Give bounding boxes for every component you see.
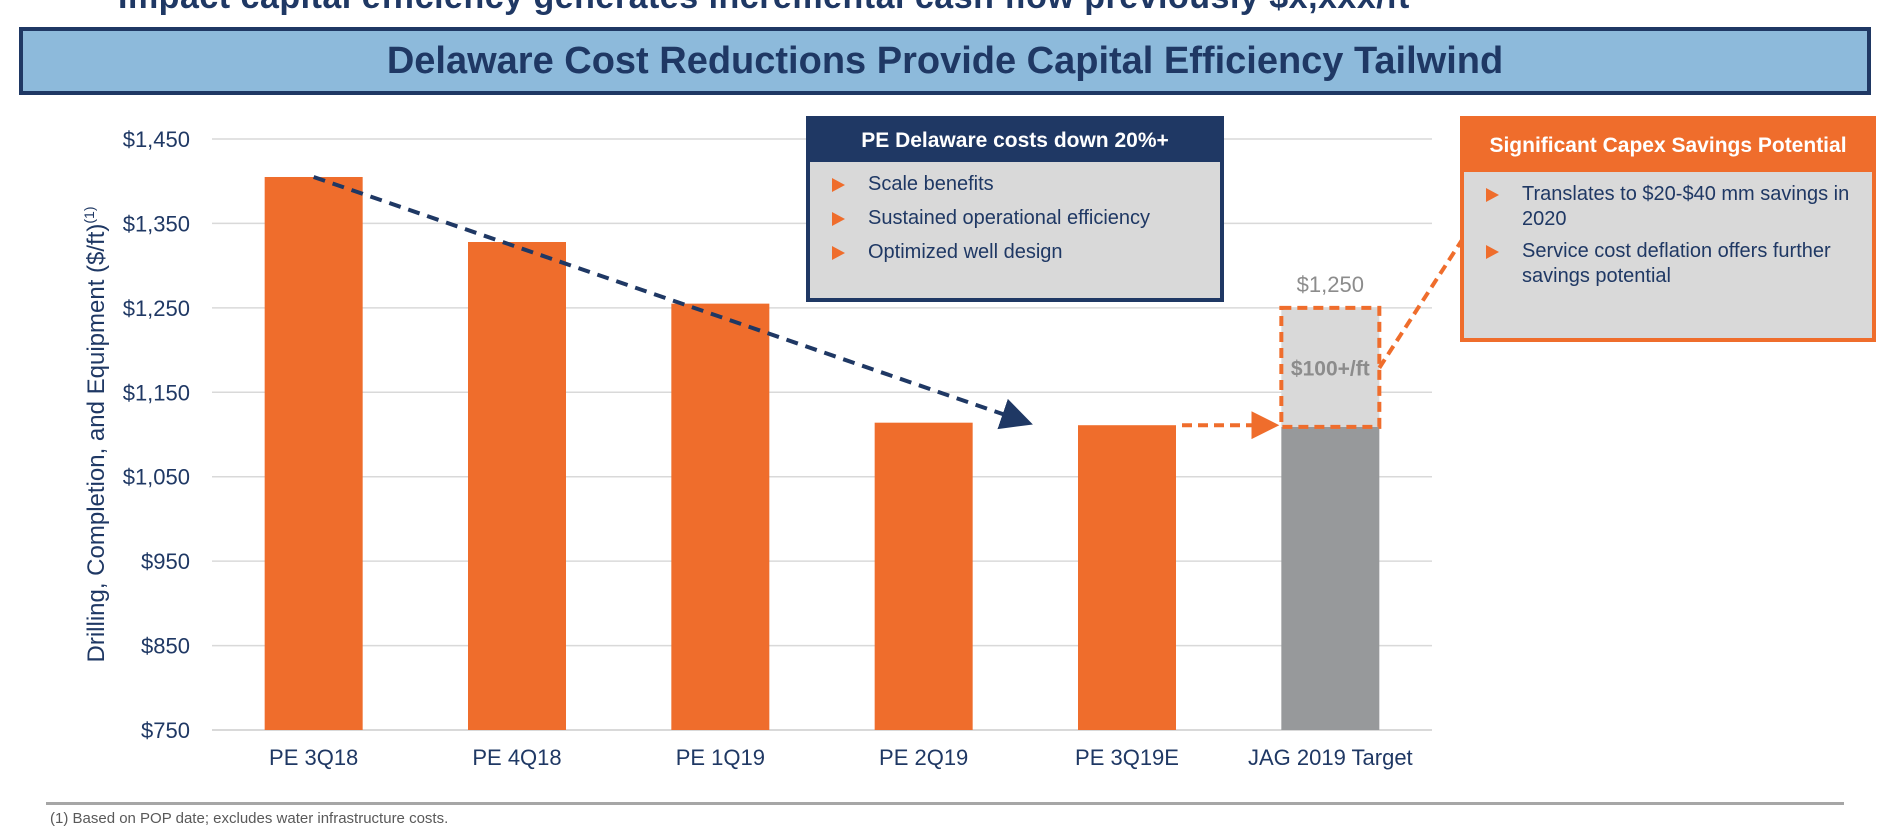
y-tick-label: $1,050 [123, 465, 190, 490]
delaware-callout-title: PE Delaware costs down 20%+ [810, 120, 1220, 162]
bullet-text: Service cost deflation offers further sa… [1522, 240, 1831, 287]
bullet-arrow-icon [832, 212, 845, 226]
bar [671, 303, 770, 730]
y-tick-label: $850 [141, 634, 190, 659]
x-tick-label: PE 4Q18 [472, 745, 561, 770]
capex-callout-title: Significant Capex Savings Potential [1464, 120, 1872, 172]
cutoff-header-text: Impact capital efficiency generates incr… [118, 0, 1410, 17]
y-axis-title: Drilling, Completion, and Equipment ($/f… [81, 207, 110, 663]
y-axis-title-superscript: (1) [81, 207, 97, 224]
footnote-divider [46, 802, 1844, 805]
bullet-arrow-icon [832, 178, 845, 192]
bar [468, 242, 566, 730]
y-tick-label: $1,450 [123, 127, 190, 152]
y-tick-label: $1,350 [123, 211, 190, 236]
bullet-arrow-icon [832, 246, 845, 260]
savings-label: $100+/ft [1291, 357, 1370, 380]
trend-arrow [313, 175, 1033, 430]
bullet-arrow-icon [1486, 188, 1499, 202]
y-tick-label: $750 [141, 718, 190, 743]
bullet-text: Scale benefits [868, 173, 994, 195]
bullet-item: Service cost deflation offers further sa… [1486, 239, 1860, 289]
y-tick-label: $1,150 [123, 380, 190, 405]
delaware-bullet-list: Scale benefits Sustained operational eff… [810, 162, 1220, 265]
page-title: Delaware Cost Reductions Provide Capital… [386, 39, 1504, 82]
delaware-costs-callout: PE Delaware costs down 20%+ Scale benefi… [806, 116, 1224, 302]
capex-bullet-list: Translates to $20-$40 mm savings in 2020… [1464, 172, 1872, 289]
callout-connector [1377, 238, 1464, 369]
target-bar [1281, 426, 1380, 730]
bar-chart: $750 $850 $950 $1,050 $1,150 $1,250 $1,350 $1,4… [81, 127, 1464, 770]
y-tick-label: $950 [141, 549, 190, 574]
bullet-item: Scale benefits [832, 172, 1208, 197]
bar [264, 176, 363, 730]
bullet-text: Optimized well design [868, 241, 1063, 263]
bar [874, 422, 973, 730]
target-upper-label: $1,250 [1297, 272, 1364, 297]
x-tick-label: PE 3Q19E [1075, 745, 1179, 770]
footnote: (1) Based on POP date; excludes water in… [50, 810, 449, 827]
x-tick-label: PE 2Q19 [879, 745, 968, 770]
x-tick-label: PE 1Q19 [676, 745, 765, 770]
capex-savings-callout: Significant Capex Savings Potential Tran… [1460, 116, 1876, 342]
x-tick-label: JAG 2019 Target [1248, 745, 1413, 770]
x-tick-label: PE 3Q18 [269, 745, 358, 770]
bullet-item: Translates to $20-$40 mm savings in 2020 [1486, 182, 1860, 232]
bullet-text: Translates to $20-$40 mm savings in 2020 [1522, 183, 1850, 230]
bullet-item: Sustained operational efficiency [832, 206, 1208, 231]
bullet-text: Sustained operational efficiency [868, 207, 1151, 229]
bar [1078, 425, 1176, 730]
bullet-item: Optimized well design [832, 240, 1208, 265]
title-banner: Delaware Cost Reductions Provide Capital… [19, 27, 1871, 95]
y-tick-label: $1,250 [123, 296, 190, 321]
savings-dashed-box [1279, 305, 1382, 429]
bullet-arrow-icon [1486, 245, 1499, 259]
